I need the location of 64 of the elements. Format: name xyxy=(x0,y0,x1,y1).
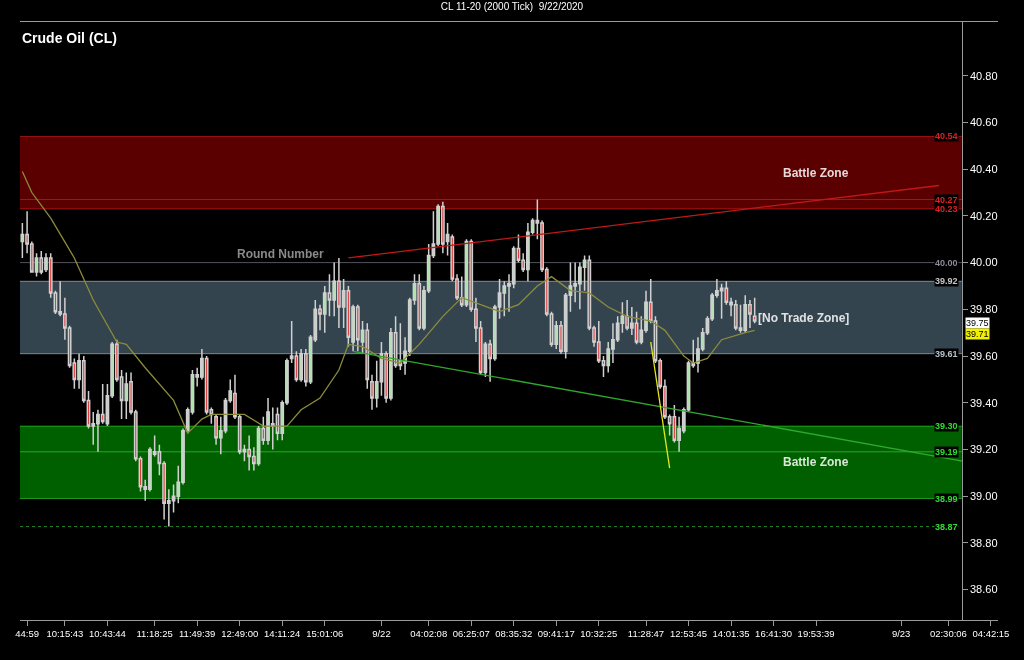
annotation: 39.75 xyxy=(966,318,989,328)
x-tick-label: 44:59 xyxy=(15,628,39,640)
candlestick xyxy=(440,201,445,255)
candlestick xyxy=(719,282,724,320)
x-tick-label: 12:53:45 xyxy=(670,628,708,640)
candlestick xyxy=(417,273,422,332)
x-tick-label: 15:01:06 xyxy=(306,628,344,640)
annotation: Round Number xyxy=(237,247,324,261)
y-tick-label: 38.60 xyxy=(970,583,998,596)
y-tick-label: 39.00 xyxy=(970,490,998,503)
candlestick xyxy=(39,250,44,276)
ref-line-label: 38.99 xyxy=(935,494,958,504)
y-tick-label: 40.20 xyxy=(970,209,998,222)
x-tick-label: 19:53:39 xyxy=(797,628,835,640)
x-tick-label: 16:41:30 xyxy=(755,628,793,640)
chart-title: CL 11-20 (2000 Tick) 9/22/2020 xyxy=(440,1,584,13)
ref-line-label: 40.27 xyxy=(935,195,958,205)
x-tick-label: 9/22 xyxy=(372,628,391,640)
candlestick xyxy=(752,296,757,325)
x-tick-label: 04:42:15 xyxy=(972,628,1010,640)
y-tick-label: 39.80 xyxy=(970,303,998,316)
y-tick-label: 40.60 xyxy=(970,116,998,129)
ref-line-label: 40.54 xyxy=(935,131,958,141)
candlestick xyxy=(247,434,252,472)
x-tick-label: 04:02:08 xyxy=(410,628,448,640)
x-tick-label: 08:35:32 xyxy=(495,628,533,640)
x-tick-label: 11:18:25 xyxy=(136,628,173,640)
ref-line-label: 39.92 xyxy=(935,276,958,286)
ref-line-label: 40.00 xyxy=(935,258,958,268)
x-tick-label: 09:41:17 xyxy=(537,628,575,640)
text: Crude Oil (CL) xyxy=(22,30,117,46)
y-tick-label: 40.40 xyxy=(970,163,998,176)
x-tick-label: 12:49:00 xyxy=(221,628,259,640)
x-tick-label: 02:30:06 xyxy=(929,628,967,640)
x-tick-label: 14:11:24 xyxy=(264,628,301,640)
candlestick xyxy=(355,303,360,353)
candlestick xyxy=(733,299,738,332)
y-tick-label: 40.00 xyxy=(970,256,998,269)
annotation: 39.71 xyxy=(966,329,989,339)
y-tick-label: 39.40 xyxy=(970,396,998,409)
x-tick-label: 06:25:07 xyxy=(452,628,490,640)
band-label: [No Trade Zone] xyxy=(758,311,850,325)
x-tick-label: 10:32:25 xyxy=(580,628,618,640)
x-tick-label: 10:43:44 xyxy=(88,628,126,640)
x-tick-label: 9/23 xyxy=(891,628,911,640)
y-tick-label: 39.20 xyxy=(970,443,998,456)
candlestick xyxy=(743,294,748,334)
ref-line-label: 39.61 xyxy=(935,349,958,359)
band-label: Battle Zone xyxy=(783,166,849,180)
x-tick-label: 11:28:47 xyxy=(627,628,665,640)
ref-line-label: 38.87 xyxy=(935,522,958,532)
ref-line-label: 39.19 xyxy=(935,447,958,457)
x-tick-label: 14:01:35 xyxy=(712,628,750,640)
y-tick-label: 38.80 xyxy=(970,536,998,549)
y-tick-label: 39.60 xyxy=(970,349,998,362)
x-tick-label: 11:49:39 xyxy=(179,628,216,640)
x-tick-label: 10:15:43 xyxy=(46,628,84,640)
y-tick-label: 40.80 xyxy=(970,69,998,82)
candlestick xyxy=(365,322,370,390)
band-label: Battle Zone xyxy=(783,455,849,469)
ref-line-label: 40.23 xyxy=(935,204,958,214)
candlestick xyxy=(124,371,129,420)
ref-line-label: 39.30 xyxy=(935,421,958,431)
line-series xyxy=(21,170,756,434)
